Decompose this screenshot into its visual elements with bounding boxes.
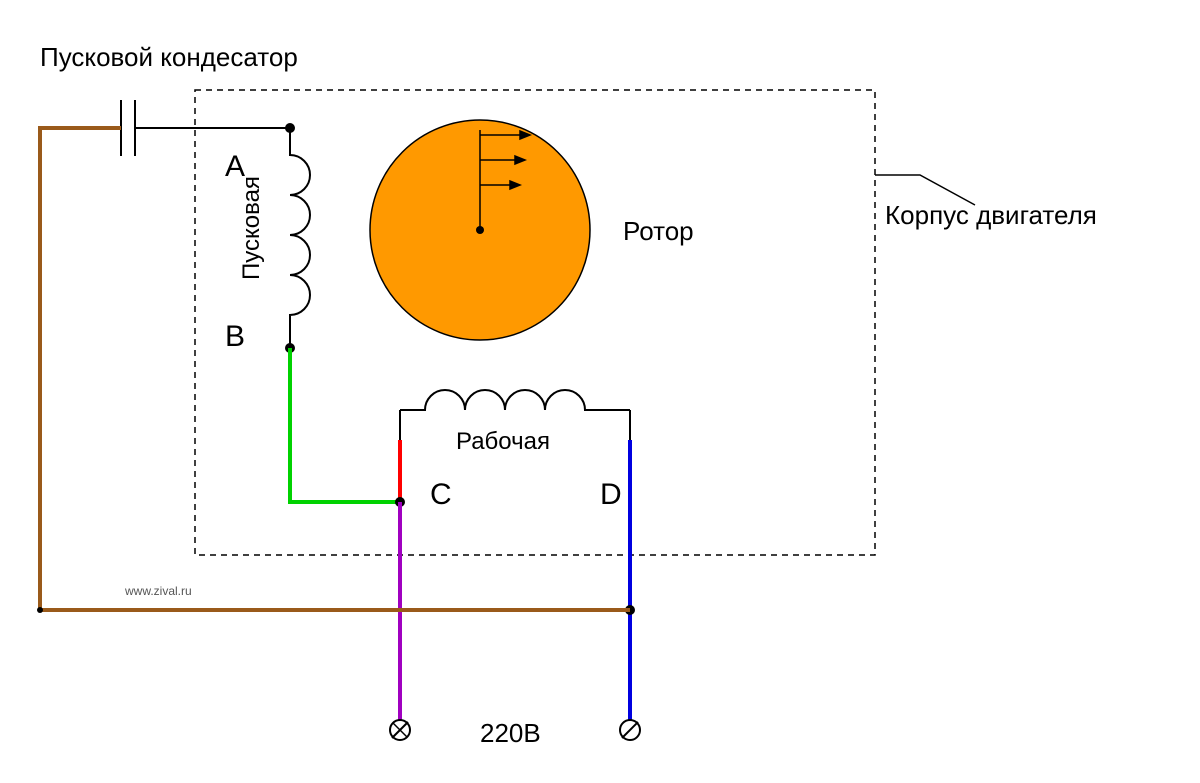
housing-label: Корпус двигателя (885, 200, 1097, 231)
capacitor-symbol (121, 100, 135, 156)
terminal-right-icon (620, 720, 640, 740)
terminal-A-label: A (225, 150, 245, 184)
terminal-B-label: B (225, 320, 245, 354)
terminal-D-label: D (600, 478, 622, 512)
coil-start (290, 128, 310, 348)
coil-work-label: Рабочая (456, 428, 550, 456)
voltage-label: 220В (480, 718, 541, 749)
coil-start-label: Пусковая (238, 176, 266, 280)
dot-bl (37, 607, 43, 613)
rotor-label: Ротор (623, 216, 694, 247)
watermark: www.zival.ru (125, 584, 192, 598)
terminal-left-icon (390, 720, 410, 740)
terminal-C-label: C (430, 478, 452, 512)
title-label: Пусковой кондесатор (40, 42, 298, 73)
coil-work (400, 390, 630, 410)
wire-green (290, 348, 400, 502)
